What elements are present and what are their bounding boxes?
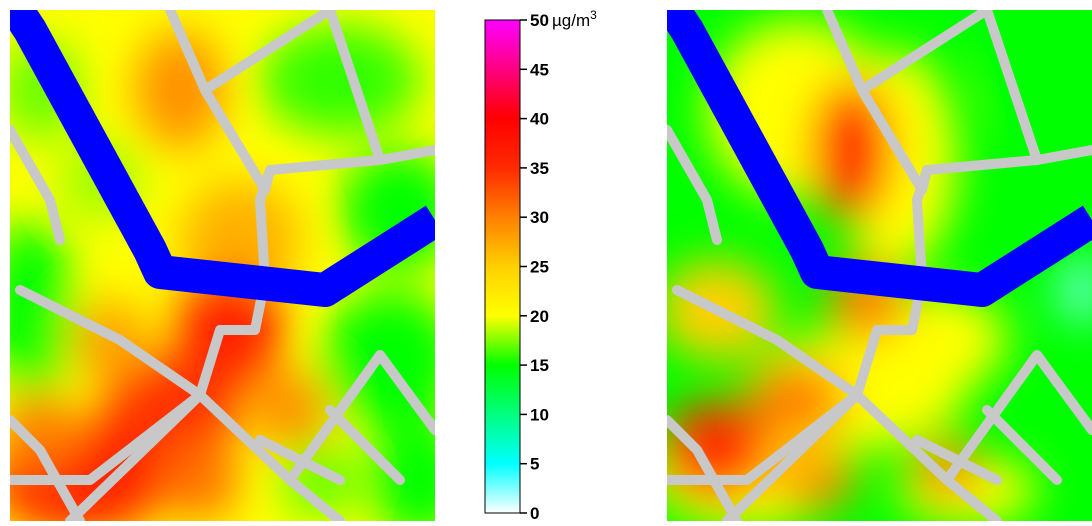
scale-ticks: 0 5 10 15 20 25 30 35 40 45 50 — [520, 11, 549, 523]
scale-tick-label: 30 — [530, 208, 549, 227]
scale-tick-label: 20 — [530, 307, 549, 326]
scale-tick-label: 35 — [530, 159, 549, 178]
river — [10, 10, 435, 307]
scale-unit-label: µg/m3 — [552, 8, 597, 30]
color-scale-legend: 0 5 10 15 20 25 30 35 40 45 50 µg/m3 — [480, 0, 670, 523]
scale-tick-label: 40 — [530, 110, 549, 129]
pollution-map-left — [10, 10, 435, 521]
scale-tick-label: 0 — [530, 504, 539, 521]
river — [667, 10, 1092, 307]
scale-tick-label: 45 — [530, 60, 549, 79]
scale-tick-label: 50 — [530, 11, 549, 30]
color-scale-bar — [484, 19, 521, 514]
road-network — [667, 10, 1092, 521]
scale-tick-label: 25 — [530, 258, 549, 277]
scale-tick-label: 15 — [530, 356, 549, 375]
pollution-map-right — [667, 10, 1092, 521]
road-network — [10, 10, 435, 521]
scale-tick-label: 5 — [530, 455, 539, 474]
scale-tick-label: 10 — [530, 405, 549, 424]
